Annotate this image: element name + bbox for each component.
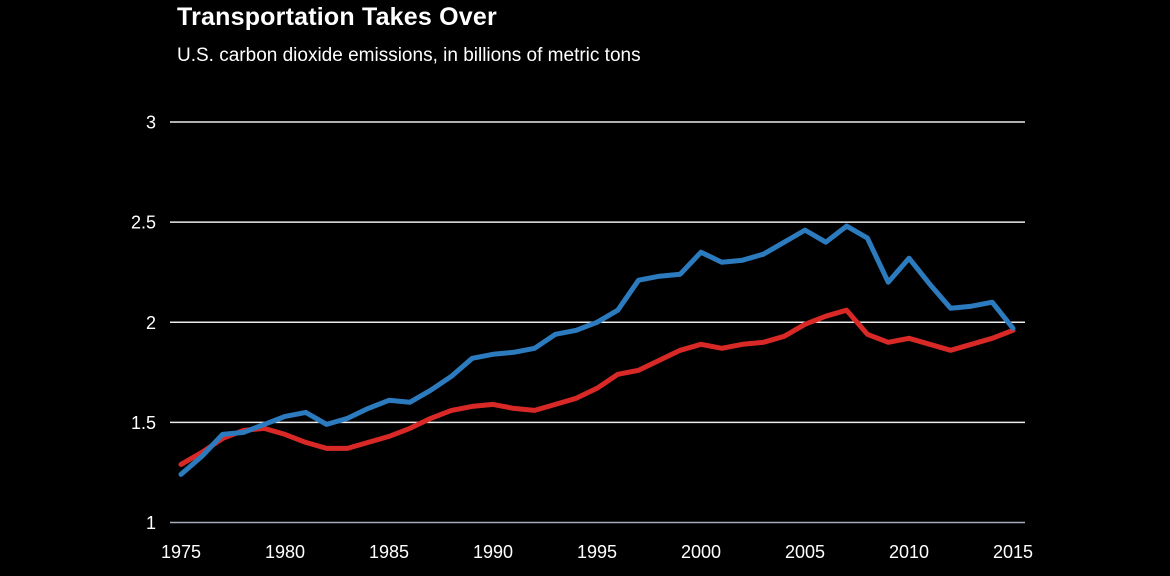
x-tick-label: 1995 — [577, 542, 617, 562]
y-tick-label: 1.5 — [131, 413, 156, 433]
red-line — [178, 307, 1016, 467]
chart-title: Transportation Takes Over — [177, 3, 497, 31]
blue-line — [178, 223, 1016, 477]
y-tick-label: 1 — [146, 513, 156, 533]
chart-subtitle: U.S. carbon dioxide emissions, in billio… — [177, 45, 641, 66]
y-tick-label: 3 — [146, 113, 156, 133]
x-tick-label: 2005 — [785, 542, 825, 562]
x-tick-label: 1985 — [369, 542, 409, 562]
x-tick-label: 1975 — [161, 542, 201, 562]
x-tick-label: 2010 — [889, 542, 929, 562]
x-tick-label: 2000 — [681, 542, 721, 562]
x-tick-label: 1990 — [473, 542, 513, 562]
y-tick-label: 2.5 — [131, 213, 156, 233]
x-tick-label: 2015 — [993, 542, 1033, 562]
x-tick-label: 1980 — [265, 542, 305, 562]
y-tick-label: 2 — [146, 313, 156, 333]
